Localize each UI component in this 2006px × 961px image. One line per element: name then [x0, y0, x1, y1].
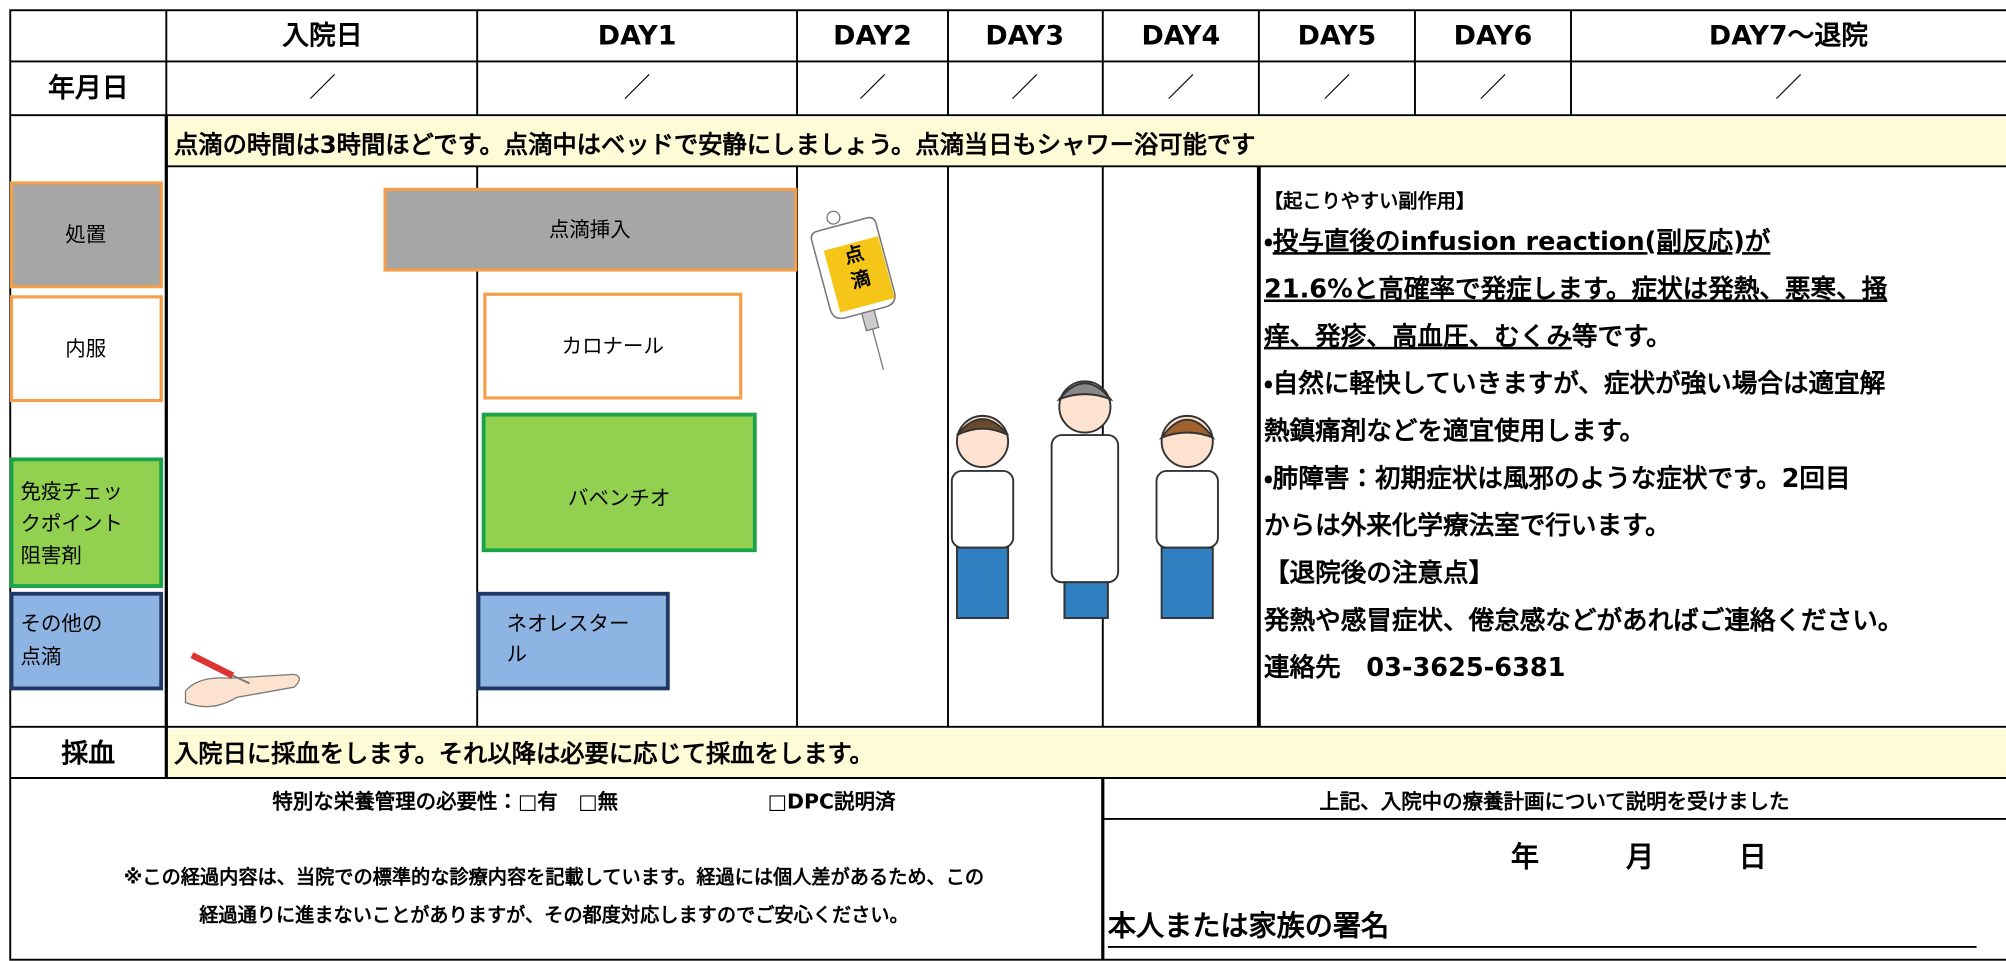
info-text: 痒、発疹、高血圧、むくみ: [1264, 322, 1572, 352]
date-cell: ／: [1323, 73, 1350, 104]
signature: 本人または家族の署名: [1108, 910, 1389, 943]
drug-box: [483, 292, 743, 400]
label-box: [9, 591, 164, 691]
info-text: 等です。: [1572, 321, 1672, 352]
info-line: ・投与直後のinfusion reaction(副反応)が: [1264, 226, 1771, 257]
label-box: [9, 181, 163, 289]
side-label: 処置: [65, 222, 106, 246]
drug-label: ネオレスター: [507, 611, 630, 635]
staff-illustration: [950, 380, 1219, 620]
note: 経過通りに進まないことがありますが、その都度対応しますのでご安心ください。: [198, 904, 908, 927]
date-cell: ／: [1167, 73, 1194, 104]
notice-bg: [166, 117, 2006, 167]
drug-label: バベンチオ: [568, 486, 670, 510]
column-header: DAY5: [1298, 21, 1377, 52]
column-header: DAY2: [833, 21, 912, 52]
drug-box: [476, 591, 670, 691]
side-label: 内服: [65, 336, 106, 360]
label-box: [9, 295, 163, 403]
side-label: 免疫チェッ: [20, 480, 122, 504]
blood-bg: [166, 729, 2006, 779]
column-header: DAY1: [598, 21, 677, 52]
column-header: 入院日: [282, 21, 363, 52]
nutrition: 特別な栄養管理の必要性：□有 □無: [272, 789, 618, 813]
date-cell: ／: [309, 73, 336, 104]
side-label: 点滴: [20, 645, 61, 669]
note: ※この経過内容は、当院での標準的な診療内容を記載しています。経過には個人差がある…: [124, 865, 984, 888]
column-header: DAY3: [985, 21, 1064, 52]
date-cell: ／: [859, 73, 886, 104]
side-label: その他の: [20, 611, 102, 635]
date-cell: ／: [1011, 73, 1038, 104]
notice: 点滴の時間は3時間ほどです。点滴中はベッドで安静にしましょう。点滴当日もシャワー…: [174, 130, 1255, 159]
side-label: 阻害剤: [20, 544, 81, 568]
column-header: DAY6: [1454, 21, 1533, 52]
info-line: 痒、発疹、高血圧、むくみ等です。: [1264, 321, 1672, 352]
column-header: DAY7〜退院: [1709, 21, 1868, 52]
info-line: 熱鎮痛剤などを適宜使用します。: [1264, 417, 1645, 447]
drug-label: 点滴挿入: [549, 217, 631, 241]
info-heading: 【起こりやすい副作用】: [1264, 190, 1475, 213]
drug-box: [383, 187, 798, 272]
info-text: ・: [1264, 227, 1273, 257]
info-line: 連絡先 03-3625-6381: [1264, 653, 1565, 683]
row-label: 採血: [61, 738, 115, 769]
dpc: □DPC説明済: [768, 789, 896, 813]
date-cell: ／: [1775, 73, 1802, 104]
label-box: [9, 457, 164, 588]
iv-bag-illustration: 点 滴: [810, 210, 896, 370]
blood-text: 入院日に採血をします。それ以降は必要に応じて採血をします。: [174, 739, 874, 768]
drug-label: ル: [507, 642, 527, 666]
row-label: 年月日: [48, 72, 129, 104]
date-cell: ／: [624, 73, 651, 104]
date-month: 月: [1626, 841, 1654, 874]
info-line: ・肺障害：初期症状は風邪のような症状です。2回目: [1264, 464, 1851, 494]
info-line: 21.6%と高確率で発症します。症状は発熱、悪寒、掻: [1264, 274, 1888, 304]
consent: 上記、入院中の療養計画について説明を受けました: [1319, 789, 1789, 813]
date-cell: ／: [1480, 73, 1507, 104]
column-header: DAY4: [1142, 21, 1221, 52]
info-text: 投与直後のinfusion reaction(副反応)が: [1273, 226, 1771, 257]
info-line: ・自然に軽快していきますが、症状が強い場合は適宜解: [1264, 368, 1886, 399]
info-line: 発熱や感冒症状、倦怠感などがあればご連絡ください。: [1263, 605, 1903, 636]
side-label: クポイント: [20, 512, 122, 536]
blood-draw-illustration: [184, 652, 300, 708]
info-line: 【退院後の注意点】: [1264, 558, 1494, 589]
date-year: 年: [1511, 841, 1539, 874]
drug-label: カロナール: [562, 334, 664, 358]
info-line: からは外来化学療法室で行います。: [1264, 510, 1671, 541]
date-day: 日: [1739, 841, 1767, 874]
drug-box: [481, 412, 757, 553]
